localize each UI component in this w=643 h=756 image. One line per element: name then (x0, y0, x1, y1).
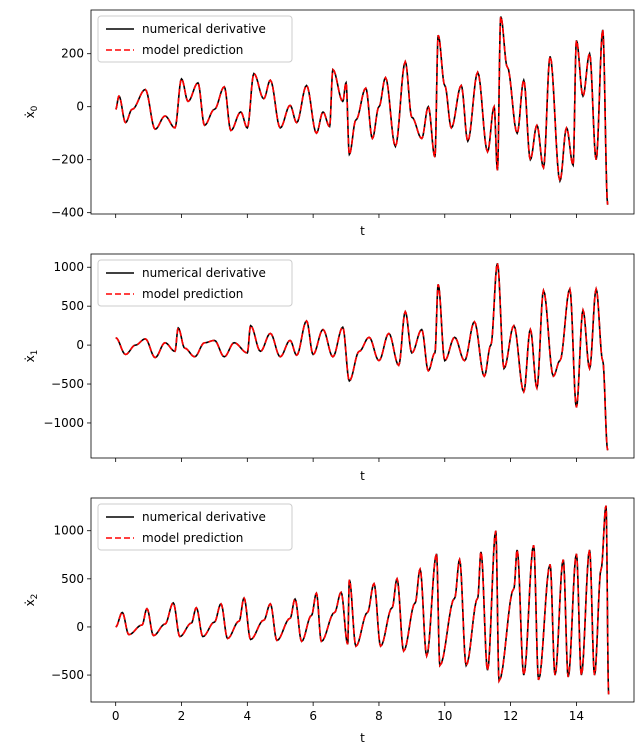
y-tick-label: 500 (61, 299, 84, 313)
y-tick-label: −500 (51, 668, 84, 682)
y-tick-label: 1000 (53, 260, 84, 274)
axes-frame (90, 9, 635, 215)
x-axis-label: t (360, 224, 365, 238)
chart-panel-0: −400 −200 0 200 t ẋ0 numerical derivative model… (23, 9, 635, 238)
x-tick-label: 10 (437, 709, 452, 723)
y-tick-label: 0 (76, 620, 84, 634)
series-line-model-prediction (115, 263, 609, 451)
y-tick-label: −500 (51, 377, 84, 391)
legend-label: model prediction (142, 43, 243, 57)
x-tick-label: 14 (569, 709, 584, 723)
y-tick-label: 0 (76, 338, 84, 352)
y-tick-label: 500 (61, 572, 84, 586)
legend-label: numerical derivative (142, 266, 266, 280)
y-tick-label: −200 (51, 153, 84, 167)
y-axis-label: ẋ2 (23, 594, 40, 607)
legend: numerical derivative model prediction (97, 259, 293, 307)
legend-label: numerical derivative (142, 510, 266, 524)
y-tick-label: 0 (76, 100, 84, 114)
y-axis-label: ẋ1 (23, 350, 40, 363)
y-tick-label: −1000 (43, 416, 84, 430)
chart-panel-1: −1000 −500 0 500 1000 t ẋ1 numerical derivative… (23, 253, 635, 483)
x-tick-label: 6 (309, 709, 317, 723)
x-tick-label: 0 (112, 709, 120, 723)
legend-box (97, 259, 293, 307)
y-axis-label: ẋ0 (23, 105, 40, 118)
legend-label: numerical derivative (142, 22, 266, 36)
legend-label: model prediction (142, 287, 243, 301)
legend-box (97, 15, 293, 63)
legend: numerical derivative model prediction (97, 15, 293, 63)
y-tick-label: 1000 (53, 524, 84, 538)
legend: numerical derivative model prediction (97, 503, 293, 551)
legend-label: model prediction (142, 531, 243, 545)
chart-panel-2: 0 2 4 6 8 10 12 14 −500 0 500 1000 t ẋ2 numerical deri… (23, 497, 635, 745)
y-tick-label: 200 (61, 47, 84, 61)
series-line-model-prediction (115, 505, 610, 695)
axes-frame (90, 497, 635, 703)
x-tick-label: 12 (503, 709, 518, 723)
x-tick-label: 8 (375, 709, 383, 723)
series-line-model-prediction (115, 16, 609, 205)
x-tick-label: 4 (243, 709, 251, 723)
y-tick-label: −400 (51, 206, 84, 220)
x-axis-label: t (360, 731, 365, 745)
legend-box (97, 503, 293, 551)
axes-frame (90, 253, 635, 459)
x-tick-label: 2 (178, 709, 186, 723)
x-axis-label: t (360, 469, 365, 483)
